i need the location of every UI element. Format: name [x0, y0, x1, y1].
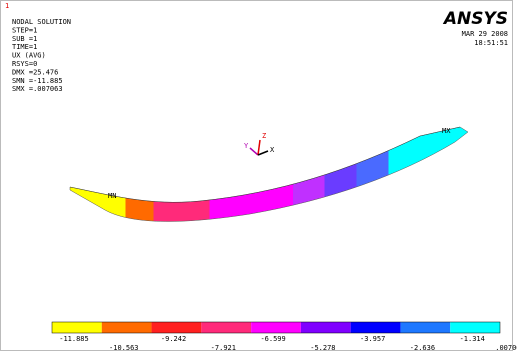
legend-label: .007063: [495, 344, 517, 352]
info-line: SMN =-11.885: [12, 77, 63, 85]
max-node-label: MX: [442, 127, 451, 135]
legend-swatch: [450, 322, 500, 333]
legend-label: -7.921: [211, 344, 236, 352]
info-line: SUB =1: [12, 35, 37, 43]
legend-label: -10.563: [109, 344, 139, 352]
legend-label: -11.885: [59, 335, 89, 343]
legend-label: -3.957: [360, 335, 385, 343]
legend-swatch: [301, 322, 351, 333]
triad-z-label: Z: [262, 132, 266, 140]
viewport-frame: [1, 1, 513, 351]
legend-swatch: [102, 322, 152, 333]
ansys-logo: ANSYS: [442, 9, 508, 29]
legend-swatch: [52, 322, 102, 333]
info-line: NODAL SOLUTION: [12, 18, 71, 26]
legend-label: -2.636: [410, 344, 435, 352]
legend-label: -5.278: [310, 344, 335, 352]
info-line: UX (AVG): [12, 52, 46, 60]
legend-swatch: [201, 322, 251, 333]
legend-label: -1.314: [460, 335, 485, 343]
info-line: DMX =25.476: [12, 68, 58, 76]
info-line: TIME=1: [12, 43, 37, 51]
ansys-window: 1 NODAL SOLUTIONSTEP=1SUB =1TIME=1UX (AV…: [0, 0, 517, 354]
legend-swatch: [152, 322, 202, 333]
info-line: RSYS=0: [12, 60, 37, 68]
legend-label: -6.599: [260, 335, 285, 343]
min-node-label: MN: [108, 192, 116, 200]
time: 18:51:51: [474, 39, 508, 47]
info-line: SMX =.007063: [12, 85, 63, 93]
date: MAR 29 2008: [462, 30, 508, 38]
legend-label: -9.242: [161, 335, 186, 343]
legend-swatch: [351, 322, 401, 333]
legend-swatch: [400, 322, 450, 333]
legend-swatch: [251, 322, 301, 333]
info-line: STEP=1: [12, 26, 37, 34]
window-number: 1: [5, 2, 9, 10]
